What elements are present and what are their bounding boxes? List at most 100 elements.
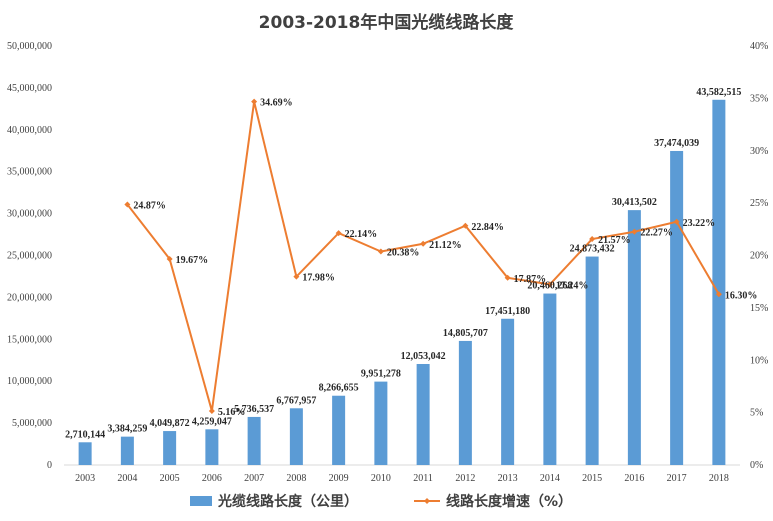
line-data-label: 16.30% xyxy=(725,290,758,301)
line-point xyxy=(589,236,596,243)
x-tick-label: 2015 xyxy=(582,473,602,484)
line-point xyxy=(293,273,300,280)
legend: 光缆线路长度（公里） 线路长度增速（%） xyxy=(190,493,572,510)
bar xyxy=(585,256,599,465)
line-series xyxy=(124,98,722,414)
bar-series xyxy=(78,99,726,465)
bar-data-label: 9,951,278 xyxy=(361,369,401,380)
x-tick-label: 2006 xyxy=(202,473,222,484)
x-tick-label: 2005 xyxy=(160,473,180,484)
bar-data-label: 4,259,047 xyxy=(192,416,232,427)
bar xyxy=(163,431,177,465)
y-right-tick-label: 5% xyxy=(750,408,763,419)
x-tick-label: 2012 xyxy=(455,473,475,484)
line-data-label: 17.98% xyxy=(302,273,335,284)
line-data-label: 17.24% xyxy=(556,280,589,291)
y-right-tick-label: 35% xyxy=(750,93,768,104)
x-tick-label: 2011 xyxy=(413,473,433,484)
x-tick-label: 2017 xyxy=(667,473,687,484)
bar-data-label: 30,413,502 xyxy=(612,197,657,208)
bar-data-label: 14,805,707 xyxy=(443,328,488,339)
y-left-tick-label: 35,000,000 xyxy=(7,167,52,178)
line-point xyxy=(208,407,215,414)
bar xyxy=(78,442,92,465)
bar xyxy=(543,293,557,465)
x-tick-label: 2004 xyxy=(117,473,137,484)
bar xyxy=(712,99,726,465)
legend-label-bar: 光缆线路长度（公里） xyxy=(217,493,358,510)
line-point xyxy=(251,98,258,105)
line-point xyxy=(420,240,427,247)
legend-swatch-bar xyxy=(190,496,212,506)
y-left-tick-label: 0 xyxy=(47,460,52,471)
bar xyxy=(332,395,346,465)
bar xyxy=(247,416,261,465)
bar xyxy=(205,429,219,465)
bar xyxy=(416,363,430,465)
y-right-tick-label: 10% xyxy=(750,355,768,366)
bar-data-label: 6,767,957 xyxy=(276,395,316,406)
x-tick-label: 2007 xyxy=(244,473,264,484)
bar xyxy=(458,340,472,465)
bar-data-label: 37,474,039 xyxy=(654,138,699,149)
y-left-tick-label: 25,000,000 xyxy=(7,251,52,262)
bar xyxy=(289,408,303,465)
x-tick-label: 2016 xyxy=(624,473,644,484)
x-tick-label: 2010 xyxy=(371,473,391,484)
y-left-tick-label: 15,000,000 xyxy=(7,334,52,345)
bar-data-label: 8,266,655 xyxy=(319,383,359,394)
y-right-tick-label: 15% xyxy=(750,303,768,314)
bar-data-label: 17,451,180 xyxy=(485,306,530,317)
y-left-tick-label: 45,000,000 xyxy=(7,83,52,94)
bar xyxy=(374,381,388,465)
bar-data-label: 3,384,259 xyxy=(107,424,147,435)
bar-data-label: 2,710,144 xyxy=(65,429,105,440)
line-data-label: 21.12% xyxy=(429,240,462,251)
line-data-label: 22.27% xyxy=(640,228,673,239)
line-data-label: 20.38% xyxy=(387,248,420,259)
y-left-tick-label: 40,000,000 xyxy=(7,125,52,136)
bar-data-label: 4,049,872 xyxy=(150,418,190,429)
y-right-tick-label: 20% xyxy=(750,251,768,262)
y-right-tick-label: 0% xyxy=(750,460,763,471)
line-data-label: 21.57% xyxy=(598,235,631,246)
bar-data-label: 43,582,515 xyxy=(696,87,741,98)
x-tick-label: 2003 xyxy=(75,473,95,484)
line-data-label: 17.87% xyxy=(514,274,547,285)
line-data-label: 5.16% xyxy=(218,407,246,418)
line-data-label: 22.14% xyxy=(345,229,378,240)
line-data-label: 19.67% xyxy=(176,255,209,266)
line-data-label: 23.22% xyxy=(683,218,716,229)
bar-data-label: 12,053,042 xyxy=(401,351,446,362)
line-data-label: 34.69% xyxy=(260,98,293,109)
y-right-tick-label: 30% xyxy=(750,146,768,157)
y-right-tick-label: 40% xyxy=(750,41,768,52)
line-point xyxy=(673,218,680,225)
line-point xyxy=(377,248,384,255)
y-right-tick-label: 25% xyxy=(750,198,768,209)
line-point xyxy=(124,201,131,208)
x-tick-label: 2014 xyxy=(540,473,560,484)
y-left-tick-label: 20,000,000 xyxy=(7,292,52,303)
line-point xyxy=(631,228,638,235)
x-tick-label: 2009 xyxy=(329,473,349,484)
line-point xyxy=(462,222,469,229)
y-left-tick-label: 30,000,000 xyxy=(7,209,52,220)
legend-marker-line xyxy=(424,498,430,504)
line-data-label: 24.87% xyxy=(133,200,166,211)
bar xyxy=(670,150,684,465)
y-left-tick-label: 5,000,000 xyxy=(12,418,52,429)
bar-data-label: 24,873,432 xyxy=(570,244,615,255)
y-left-tick-label: 50,000,000 xyxy=(7,41,52,52)
y-left-tick-label: 10,000,000 xyxy=(7,376,52,387)
x-tick-label: 2008 xyxy=(286,473,306,484)
x-tick-label: 2018 xyxy=(709,473,729,484)
bar-data-label: 5,736,537 xyxy=(234,404,274,415)
axes: 0 5,000,000 10,000,000 15,000,000 20,000,000… xyxy=(7,41,768,484)
chart-title: 2003-2018年中国光缆线路长度 xyxy=(259,12,515,33)
line-point xyxy=(335,230,342,237)
bar xyxy=(627,210,641,465)
bar xyxy=(501,318,515,465)
